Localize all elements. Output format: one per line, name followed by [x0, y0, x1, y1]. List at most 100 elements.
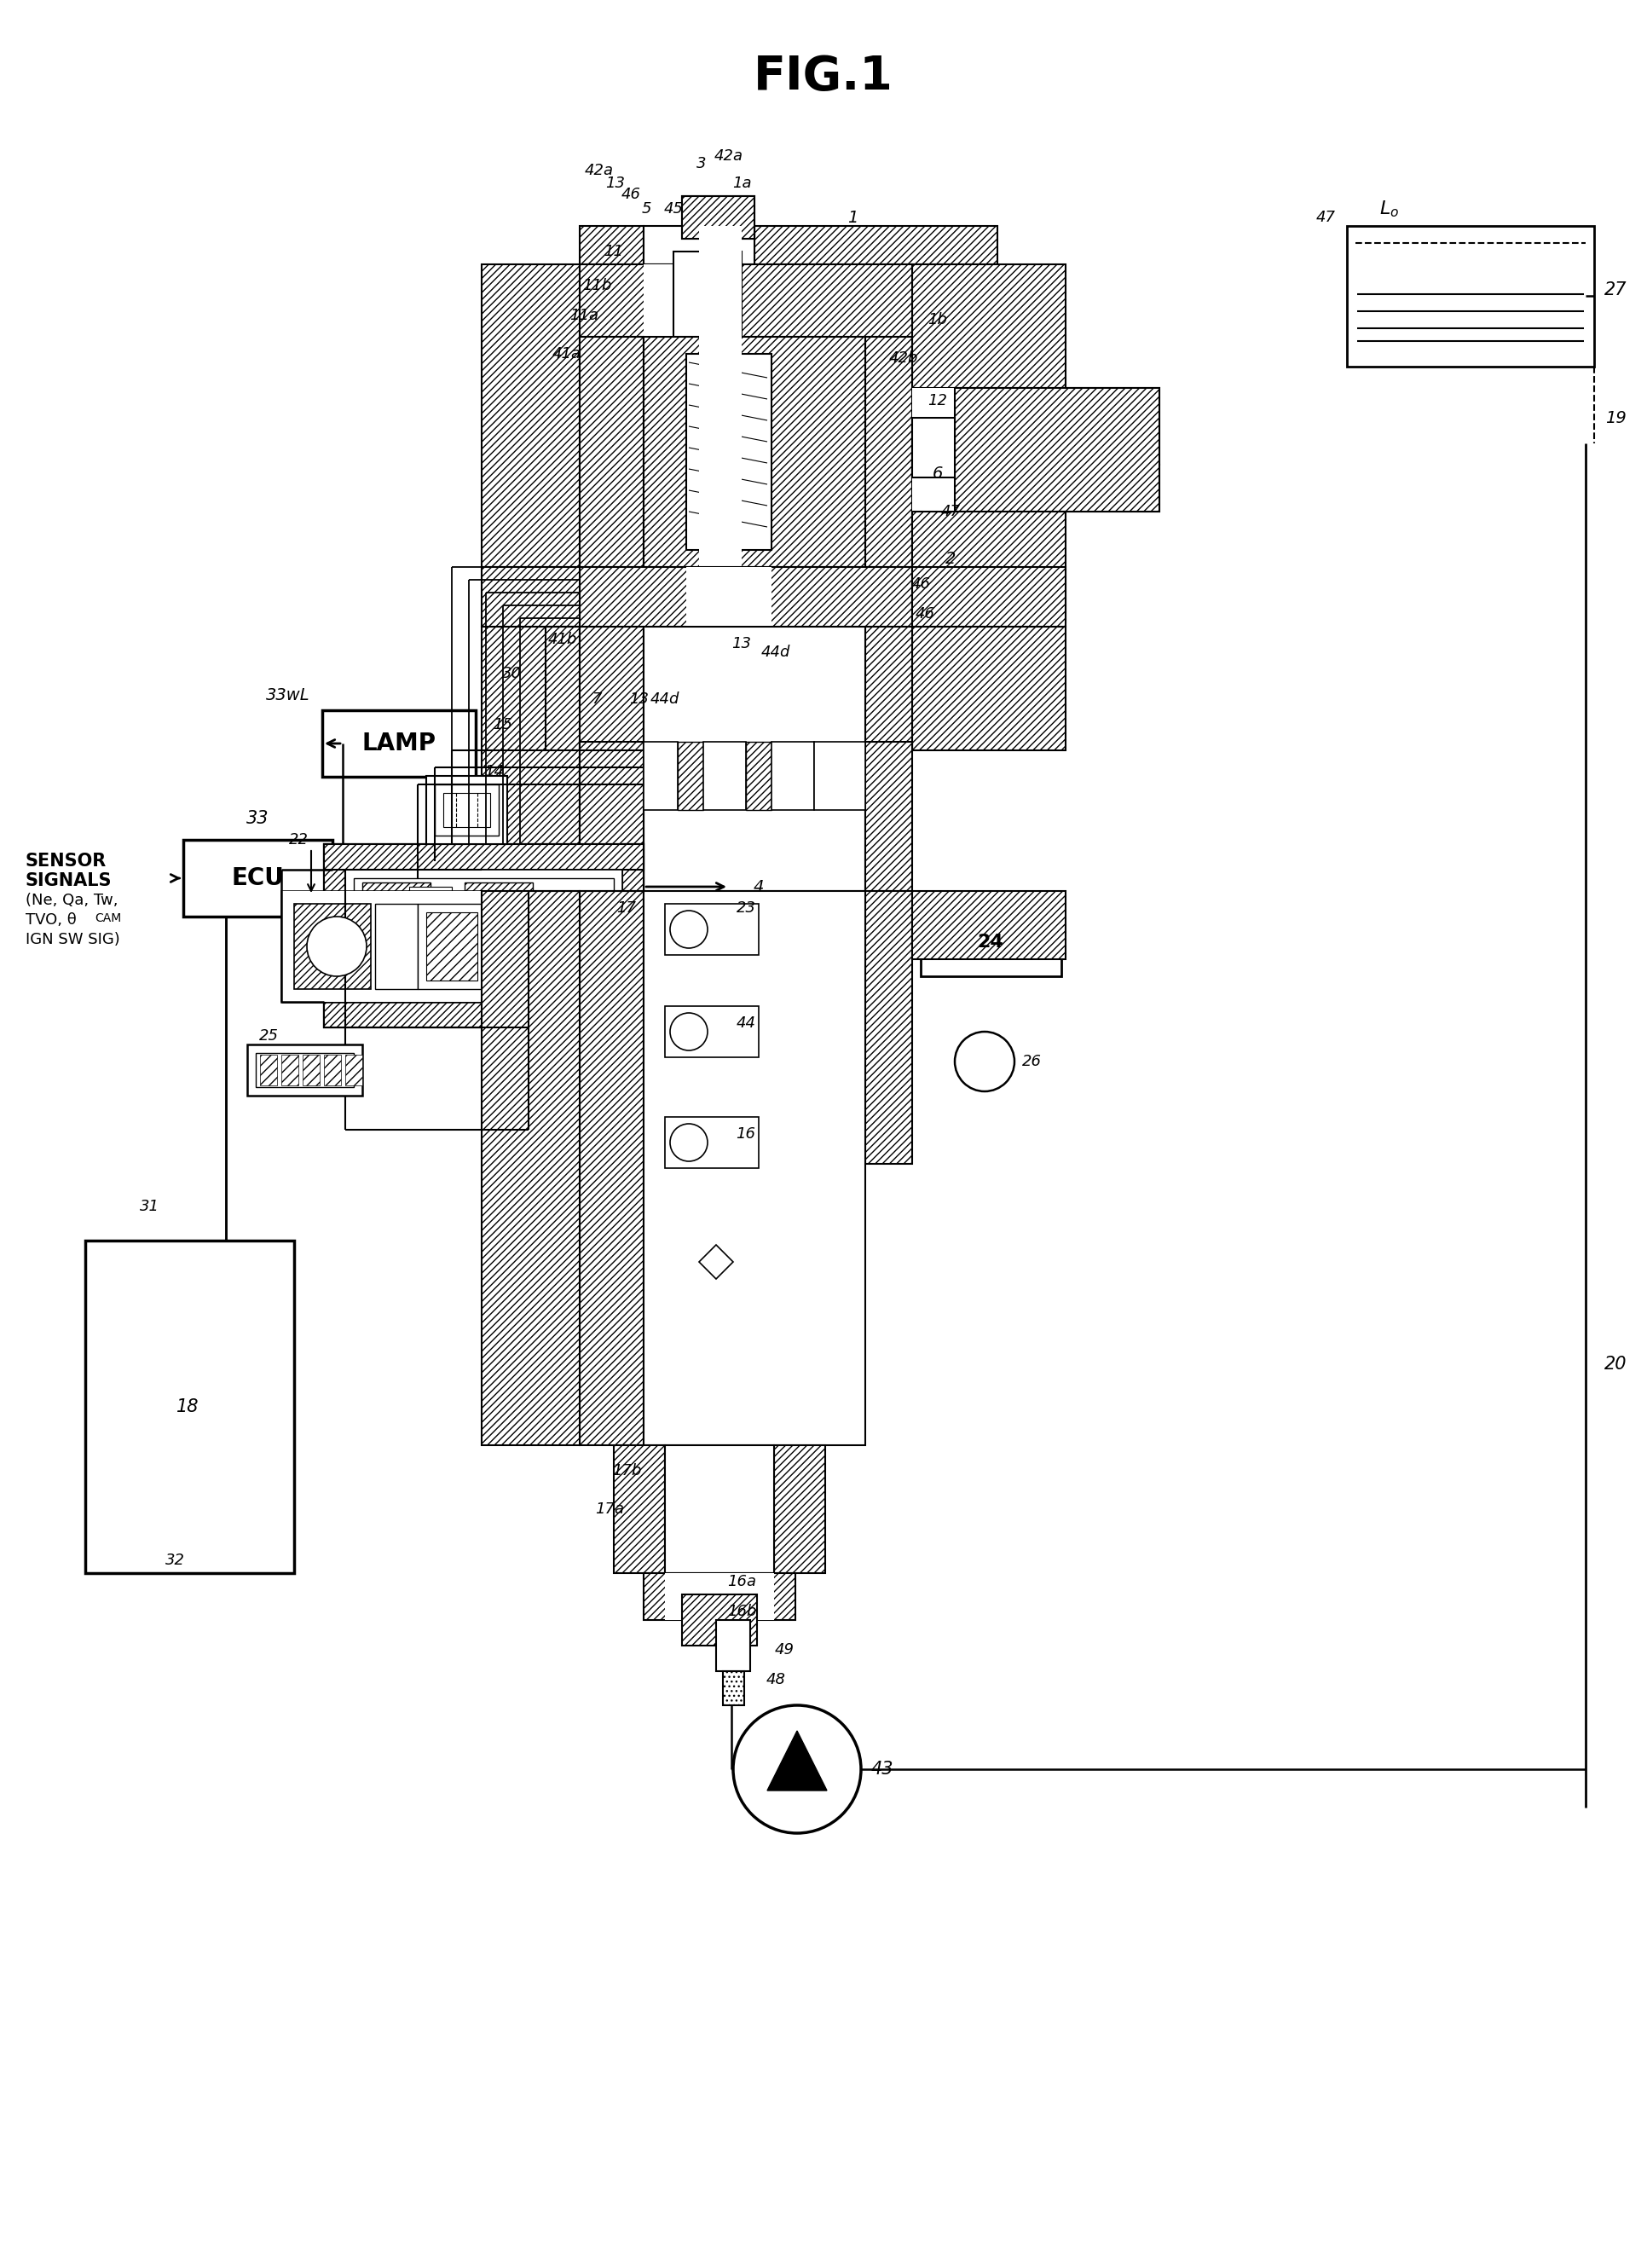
Text: 11a: 11a	[570, 308, 598, 322]
Bar	[443, 794, 489, 828]
Bar	[408, 950, 451, 980]
Text: 15: 15	[492, 717, 512, 733]
Text: 24: 24	[977, 934, 1003, 950]
Bar	[814, 742, 865, 810]
Text: 3: 3	[697, 156, 707, 172]
Text: 11: 11	[604, 245, 623, 259]
Bar	[865, 336, 912, 567]
Text: FIG.1: FIG.1	[753, 54, 893, 100]
Bar	[865, 626, 912, 751]
Bar	[362, 946, 430, 984]
Bar	[1346, 227, 1593, 367]
Bar	[580, 227, 644, 265]
Text: 48: 48	[766, 1672, 786, 1687]
Bar	[644, 227, 754, 265]
Bar	[921, 907, 1061, 975]
Bar	[427, 776, 507, 844]
Text: 17b: 17b	[611, 1463, 641, 1479]
Bar	[644, 626, 865, 891]
Bar	[481, 626, 580, 891]
Text: SENSOR
SIGNALS: SENSOR SIGNALS	[26, 853, 112, 889]
Circle shape	[670, 912, 707, 948]
Bar	[435, 785, 499, 835]
Text: 16b: 16b	[726, 1603, 756, 1619]
Bar	[912, 265, 1066, 474]
Bar	[613, 1445, 665, 1574]
Text: 41b: 41b	[548, 633, 576, 646]
Bar	[346, 1055, 362, 1086]
Text: 5: 5	[641, 202, 651, 215]
Text: 12: 12	[927, 392, 947, 408]
Text: 17: 17	[616, 900, 636, 916]
Bar	[183, 839, 333, 916]
Bar	[580, 626, 644, 891]
Text: 42b: 42b	[888, 352, 917, 365]
Bar	[644, 742, 677, 810]
Bar	[665, 1120, 707, 1163]
Text: 11b: 11b	[581, 279, 611, 293]
Bar	[685, 354, 771, 549]
Bar	[746, 742, 771, 810]
Text: 44d: 44d	[651, 692, 679, 708]
Bar	[644, 891, 865, 1445]
Bar	[912, 388, 1159, 465]
Bar	[715, 1009, 756, 1052]
Bar	[255, 1052, 354, 1086]
Bar	[580, 567, 912, 626]
Text: 25: 25	[259, 1027, 278, 1043]
Text: $L_o$: $L_o$	[1379, 200, 1398, 220]
Text: 42a: 42a	[585, 163, 613, 179]
Text: 46: 46	[911, 576, 931, 592]
Bar	[282, 891, 604, 1002]
Text: 1: 1	[847, 209, 858, 225]
Text: 17a: 17a	[595, 1501, 624, 1517]
Bar	[293, 903, 371, 989]
Text: 23: 23	[736, 900, 756, 916]
Bar	[417, 903, 486, 989]
Bar	[912, 567, 1066, 626]
Bar	[665, 1007, 758, 1057]
Bar	[723, 1672, 744, 1706]
Text: 33wL: 33wL	[267, 687, 310, 703]
Bar	[682, 1594, 756, 1647]
Bar	[580, 336, 644, 567]
Bar	[481, 567, 580, 626]
Text: CAM: CAM	[94, 912, 122, 925]
Text: 44: 44	[736, 1016, 756, 1032]
Text: 47: 47	[940, 503, 960, 519]
Bar	[677, 742, 703, 810]
Bar	[623, 844, 644, 1027]
Bar	[716, 1619, 749, 1672]
Bar	[580, 265, 912, 336]
Text: 43: 43	[871, 1760, 893, 1778]
Text: 30: 30	[501, 667, 520, 680]
Text: 19: 19	[1604, 411, 1626, 426]
Bar	[912, 891, 1066, 959]
Bar	[86, 1241, 293, 1574]
Bar	[703, 742, 746, 810]
Bar	[408, 887, 451, 916]
Bar	[580, 742, 644, 891]
Circle shape	[670, 1014, 707, 1050]
Text: (Ne, Qa, Tw,: (Ne, Qa, Tw,	[26, 894, 119, 907]
Circle shape	[670, 1123, 707, 1161]
Text: 13: 13	[629, 692, 649, 708]
Bar	[481, 265, 580, 567]
Text: 27: 27	[1603, 281, 1626, 299]
Bar	[324, 844, 644, 869]
Bar	[644, 336, 865, 567]
Text: 18: 18	[176, 1399, 199, 1415]
Text: 13: 13	[731, 635, 751, 651]
Bar	[282, 1055, 298, 1086]
Circle shape	[733, 1706, 861, 1833]
Text: 14: 14	[484, 764, 504, 780]
Text: 6: 6	[932, 465, 942, 481]
Bar	[954, 388, 1159, 513]
Bar	[376, 903, 417, 989]
Bar	[771, 742, 814, 810]
Text: 26: 26	[1021, 1055, 1041, 1068]
Bar	[754, 227, 996, 265]
Bar	[324, 844, 346, 1027]
Text: 42a: 42a	[715, 147, 743, 163]
Bar	[912, 513, 1066, 621]
